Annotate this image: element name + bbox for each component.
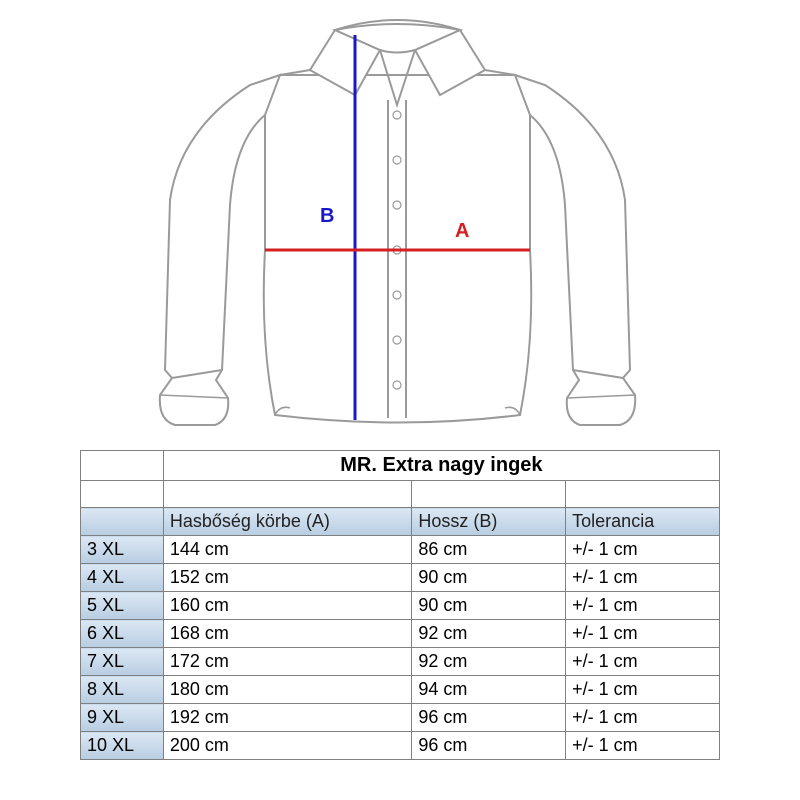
shirt-diagram: B A: [0, 0, 800, 450]
data-cell: 92 cm: [412, 648, 566, 676]
size-table-container: MR. Extra nagy ingek Hasbőség körbe (A) …: [80, 450, 720, 760]
col-header-size: [81, 508, 164, 536]
data-cell: 96 cm: [412, 732, 566, 760]
data-cell: +/- 1 cm: [566, 564, 720, 592]
table-title: MR. Extra nagy ingek: [163, 451, 719, 481]
table-blank-row: [81, 481, 720, 508]
size-cell: 9 XL: [81, 704, 164, 732]
size-cell: 4 XL: [81, 564, 164, 592]
table-row: 6 XL168 cm92 cm+/- 1 cm: [81, 620, 720, 648]
col-header-tol: Tolerancia: [566, 508, 720, 536]
data-cell: 172 cm: [163, 648, 412, 676]
data-cell: +/- 1 cm: [566, 648, 720, 676]
table-row: 4 XL152 cm90 cm+/- 1 cm: [81, 564, 720, 592]
data-cell: 160 cm: [163, 592, 412, 620]
table-row: 8 XL180 cm94 cm+/- 1 cm: [81, 676, 720, 704]
data-cell: 168 cm: [163, 620, 412, 648]
data-cell: +/- 1 cm: [566, 732, 720, 760]
size-cell: 10 XL: [81, 732, 164, 760]
label-a: A: [455, 220, 469, 243]
data-cell: 180 cm: [163, 676, 412, 704]
size-cell: 6 XL: [81, 620, 164, 648]
col-header-b: Hossz (B): [412, 508, 566, 536]
data-cell: 200 cm: [163, 732, 412, 760]
data-cell: 192 cm: [163, 704, 412, 732]
size-cell: 8 XL: [81, 676, 164, 704]
data-cell: +/- 1 cm: [566, 620, 720, 648]
data-cell: 86 cm: [412, 536, 566, 564]
data-cell: +/- 1 cm: [566, 704, 720, 732]
data-cell: +/- 1 cm: [566, 536, 720, 564]
table-row: 7 XL172 cm92 cm+/- 1 cm: [81, 648, 720, 676]
label-b: B: [320, 205, 334, 228]
size-table: MR. Extra nagy ingek Hasbőség körbe (A) …: [80, 450, 720, 760]
size-cell: 3 XL: [81, 536, 164, 564]
data-cell: 90 cm: [412, 592, 566, 620]
col-header-a: Hasbőség körbe (A): [163, 508, 412, 536]
data-cell: 144 cm: [163, 536, 412, 564]
size-cell: 7 XL: [81, 648, 164, 676]
size-cell: 5 XL: [81, 592, 164, 620]
table-row: 9 XL192 cm96 cm+/- 1 cm: [81, 704, 720, 732]
table-row: 5 XL160 cm90 cm+/- 1 cm: [81, 592, 720, 620]
data-cell: 94 cm: [412, 676, 566, 704]
data-cell: 92 cm: [412, 620, 566, 648]
data-cell: 152 cm: [163, 564, 412, 592]
table-title-row: MR. Extra nagy ingek: [81, 451, 720, 481]
table-row: 3 XL144 cm86 cm+/- 1 cm: [81, 536, 720, 564]
data-cell: +/- 1 cm: [566, 592, 720, 620]
shirt-svg: [0, 0, 800, 450]
data-cell: +/- 1 cm: [566, 676, 720, 704]
data-cell: 96 cm: [412, 704, 566, 732]
table-header-row: Hasbőség körbe (A) Hossz (B) Tolerancia: [81, 508, 720, 536]
table-row: 10 XL200 cm96 cm+/- 1 cm: [81, 732, 720, 760]
data-cell: 90 cm: [412, 564, 566, 592]
